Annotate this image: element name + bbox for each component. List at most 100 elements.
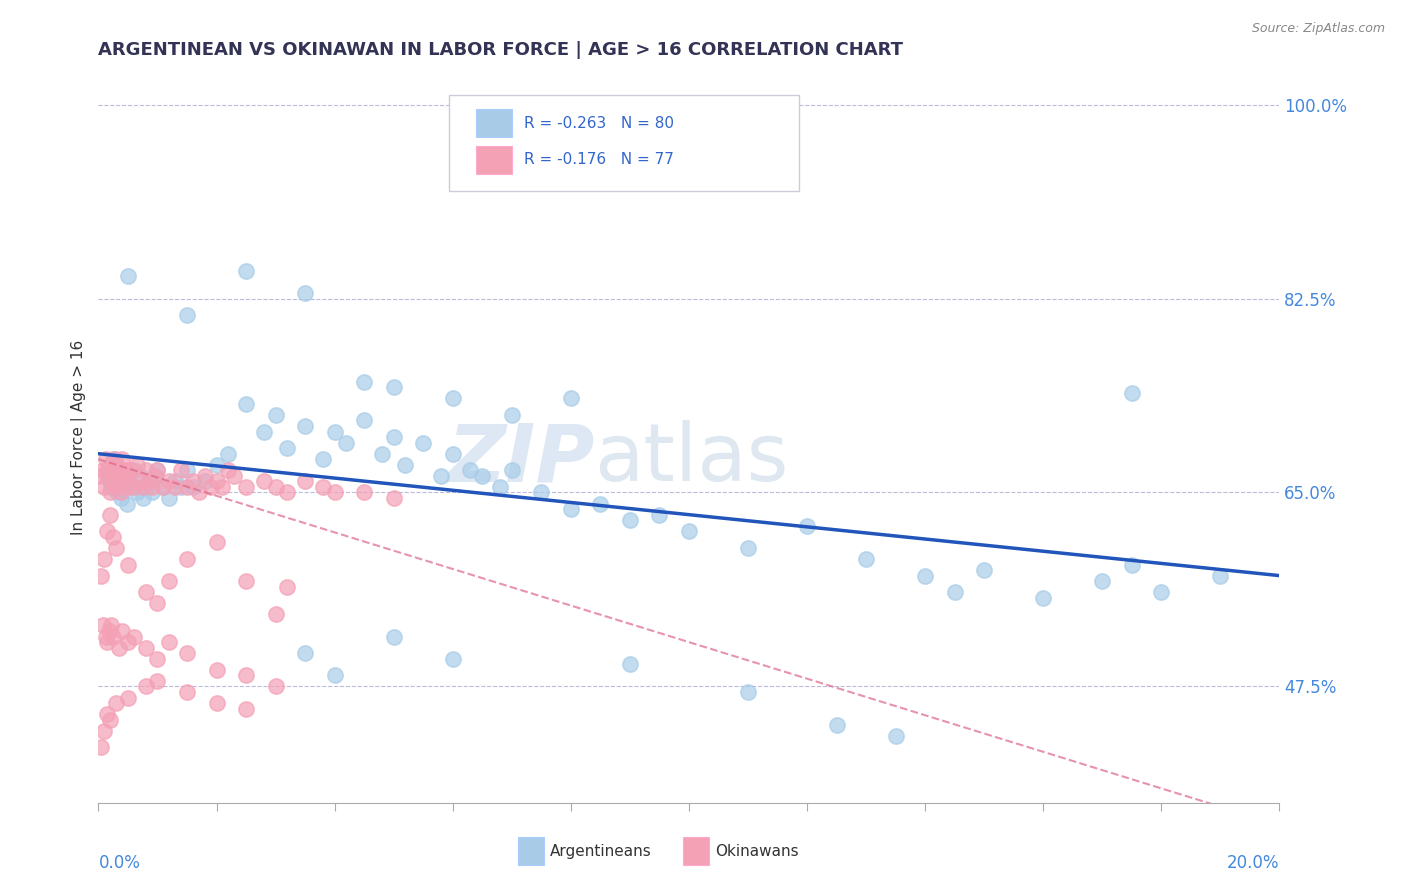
- Point: [165, 475, 187, 489]
- Point: [181, 480, 204, 494]
- Text: Argentineans: Argentineans: [550, 844, 651, 859]
- Point: [253, 425, 276, 439]
- Point: [90, 568, 112, 582]
- Point: [489, 480, 512, 494]
- Point: [884, 729, 907, 743]
- Point: [103, 452, 125, 467]
- Point: [138, 475, 160, 489]
- Point: [152, 480, 174, 494]
- Point: [120, 463, 142, 477]
- Point: [117, 468, 139, 483]
- FancyBboxPatch shape: [517, 838, 544, 865]
- Point: [235, 574, 257, 589]
- Point: [132, 491, 155, 505]
- Point: [105, 480, 128, 494]
- Point: [122, 630, 145, 644]
- Point: [98, 624, 121, 638]
- Text: atlas: atlas: [595, 420, 789, 498]
- Point: [412, 435, 434, 450]
- Point: [589, 497, 612, 511]
- Point: [115, 480, 138, 494]
- Point: [152, 480, 174, 494]
- Point: [98, 463, 121, 477]
- Point: [943, 585, 966, 599]
- Point: [105, 463, 128, 477]
- Point: [200, 480, 222, 494]
- Point: [323, 485, 346, 500]
- Point: [98, 485, 121, 500]
- Point: [235, 264, 257, 278]
- Point: [264, 408, 287, 422]
- Point: [94, 630, 117, 644]
- Point: [104, 452, 127, 467]
- Text: R = -0.176   N = 77: R = -0.176 N = 77: [523, 153, 673, 168]
- Point: [181, 475, 204, 489]
- Point: [100, 618, 122, 632]
- Point: [108, 475, 131, 489]
- Point: [128, 468, 150, 483]
- Point: [187, 485, 209, 500]
- Point: [104, 468, 127, 483]
- Point: [430, 468, 453, 483]
- Point: [530, 485, 553, 500]
- Point: [914, 568, 936, 582]
- Text: 0.0%: 0.0%: [98, 854, 141, 872]
- Point: [619, 657, 641, 672]
- Point: [441, 392, 464, 406]
- Point: [205, 475, 228, 489]
- Point: [855, 552, 877, 566]
- Point: [146, 463, 169, 477]
- Point: [276, 485, 298, 500]
- Text: Okinawans: Okinawans: [714, 844, 799, 859]
- Text: R = -0.263   N = 80: R = -0.263 N = 80: [523, 116, 673, 131]
- Point: [98, 475, 121, 489]
- Point: [93, 480, 115, 494]
- Point: [217, 447, 239, 461]
- Point: [117, 269, 139, 284]
- Point: [135, 463, 157, 477]
- Point: [94, 452, 117, 467]
- Point: [128, 475, 150, 489]
- Point: [323, 425, 346, 439]
- Point: [1209, 568, 1232, 582]
- Text: ARGENTINEAN VS OKINAWAN IN LABOR FORCE | AGE > 16 CORRELATION CHART: ARGENTINEAN VS OKINAWAN IN LABOR FORCE |…: [98, 41, 904, 59]
- Point: [501, 408, 523, 422]
- Point: [276, 580, 298, 594]
- Point: [111, 624, 134, 638]
- Point: [335, 435, 357, 450]
- Y-axis label: In Labor Force | Age > 16: In Labor Force | Age > 16: [72, 340, 87, 534]
- Point: [176, 552, 198, 566]
- FancyBboxPatch shape: [683, 838, 709, 865]
- Point: [825, 718, 848, 732]
- Point: [737, 541, 759, 555]
- Point: [176, 463, 198, 477]
- Point: [471, 468, 494, 483]
- Point: [90, 468, 112, 483]
- Point: [105, 696, 128, 710]
- Point: [253, 475, 276, 489]
- Point: [157, 635, 180, 649]
- Point: [98, 508, 121, 522]
- Point: [117, 558, 139, 572]
- Point: [441, 447, 464, 461]
- Point: [323, 668, 346, 682]
- Point: [111, 452, 134, 467]
- Point: [108, 640, 131, 655]
- Point: [394, 458, 416, 472]
- Point: [117, 475, 139, 489]
- Point: [115, 497, 138, 511]
- Point: [117, 690, 139, 705]
- Point: [194, 468, 217, 483]
- Point: [382, 630, 405, 644]
- Point: [264, 607, 287, 622]
- Point: [122, 480, 145, 494]
- Point: [294, 419, 316, 434]
- Point: [96, 524, 118, 539]
- Point: [105, 458, 128, 472]
- Point: [103, 475, 125, 489]
- Point: [294, 285, 316, 300]
- Point: [737, 685, 759, 699]
- Point: [125, 458, 148, 472]
- Point: [560, 502, 582, 516]
- Point: [1150, 585, 1173, 599]
